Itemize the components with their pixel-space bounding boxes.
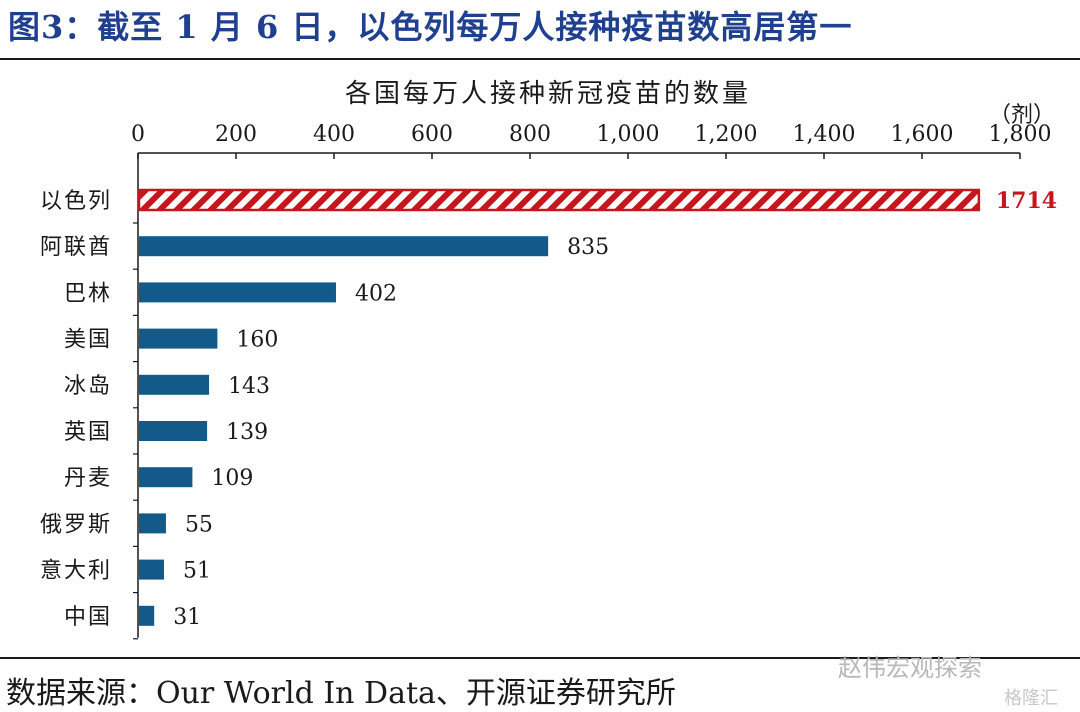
value-label: 143: [228, 374, 270, 399]
category-label: 中国: [64, 605, 112, 630]
top-rule: [0, 58, 1080, 60]
value-label: 55: [185, 512, 213, 537]
x-tick-label: 1,000: [597, 122, 660, 147]
bar-7: [139, 467, 193, 488]
unit-label: （剂）: [989, 103, 1055, 128]
bar-9: [139, 559, 164, 580]
category-label: 意大利: [40, 559, 112, 584]
value-label: 1714: [996, 188, 1057, 214]
category-label: 丹麦: [64, 466, 112, 491]
bar-chart: 各国每万人接种新冠疫苗的数量 （剂） 0 200 400 600 800 1,000 1,2…: [40, 79, 1057, 640]
category-label: 巴林: [64, 281, 112, 306]
x-tick-label: 1,400: [793, 122, 856, 147]
x-tick-label: 800: [509, 122, 551, 147]
value-label: 139: [226, 420, 268, 445]
bar-6: [139, 421, 208, 441]
category-label: 冰岛: [64, 374, 112, 399]
bar-8: [139, 513, 166, 534]
figure-title: 图3：截至 1 月 6 日，以色列每万人接种疫苗数高居第一: [8, 8, 853, 46]
watermark-logo: 格隆汇: [1004, 688, 1058, 709]
bottom-rule: [0, 657, 1080, 659]
source-note: 数据来源：Our World In Data、开源证券研究所: [6, 676, 676, 711]
bar-1: [137, 188, 981, 212]
category-label: 俄罗斯: [40, 512, 112, 537]
x-tick-label: 1,200: [695, 122, 758, 147]
value-label: 160: [236, 328, 278, 353]
watermark: 赵伟宏观探索: [838, 654, 982, 682]
bar-10: [139, 605, 155, 626]
category-label: 英国: [64, 420, 112, 445]
bar-2: [139, 236, 549, 257]
value-label: 835: [567, 235, 609, 260]
chart-title: 各国每万人接种新冠疫苗的数量: [345, 79, 751, 109]
bar-3: [139, 282, 336, 303]
category-label: 美国: [64, 328, 112, 353]
value-label: 51: [183, 559, 211, 584]
value-label: 402: [355, 281, 397, 306]
value-label: 31: [173, 605, 201, 630]
bar-5: [139, 374, 210, 395]
value-label: 109: [211, 466, 253, 491]
x-tick-label: 0: [131, 122, 145, 147]
category-label: 以色列: [40, 189, 112, 214]
x-tick-label: 1,600: [891, 122, 954, 147]
x-tick-label: 1,800: [989, 122, 1052, 147]
x-tick-label: 200: [215, 122, 257, 147]
category-label: 阿联酋: [40, 235, 112, 260]
x-tick-label: 600: [411, 122, 453, 147]
bar-4: [139, 328, 218, 349]
x-tick-label: 400: [313, 122, 355, 147]
